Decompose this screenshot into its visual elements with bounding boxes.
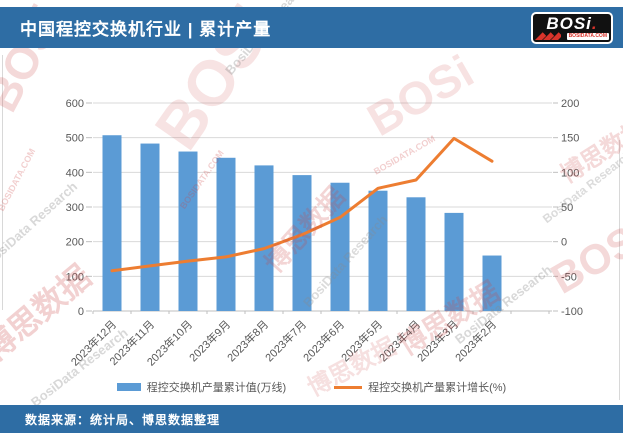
- bar: [102, 135, 122, 311]
- legend-item-bars: 程控交换机产量累计值(万线): [116, 379, 287, 395]
- data-source: 数据来源：统计局、博思数据整理: [25, 412, 221, 427]
- chart-legend: 程控交换机产量累计值(万线) 程控交换机产量累计增长(%): [0, 377, 623, 397]
- left-axis-tick-label: 600: [66, 98, 84, 110]
- bar-series-label: 程控交换机产量累计值(万线): [146, 382, 287, 394]
- bar: [330, 182, 350, 311]
- right-axis-tick-label: -50: [561, 271, 577, 283]
- bar: [406, 197, 426, 311]
- left-axis-tick-label: 300: [66, 202, 84, 214]
- logo-stripes-icon: [535, 31, 561, 40]
- right-axis-tick-label: 50: [561, 202, 573, 214]
- bar: [292, 175, 312, 311]
- header-band: 中国程控交换机行业 | 累计产量 BOSi. BOSIDATA.COM: [0, 7, 623, 48]
- bosi-logo: BOSi. BOSIDATA.COM: [531, 11, 613, 44]
- left-axis-tick-label: 500: [66, 133, 84, 145]
- right-axis-tick-label: 0: [561, 237, 567, 249]
- x-axis-category-label: 2023年2月: [452, 317, 499, 364]
- line-series-label: 程控交换机产量累计增长(%): [368, 382, 507, 394]
- right-axis-tick-label: 200: [561, 98, 579, 110]
- legend-item-line: 程控交换机产量累计增长(%): [334, 379, 506, 395]
- left-edge-line: [2, 55, 3, 310]
- right-axis-tick-label: 100: [561, 167, 579, 179]
- left-axis-tick-label: 400: [66, 167, 84, 179]
- growth-line: [110, 136, 494, 273]
- left-axis-tick-label: 200: [66, 237, 84, 249]
- line-series-swatch: [334, 385, 363, 389]
- bosi-logo-text: BOSi.: [546, 13, 598, 33]
- footer-band: 数据来源：统计局、博思数据整理: [0, 405, 623, 433]
- right-axis-tick-label: 150: [561, 133, 579, 145]
- bosi-logo-domain: BOSIDATA.COM: [566, 32, 609, 40]
- page-title: 中国程控交换机行业 | 累计产量: [20, 20, 272, 39]
- bar: [178, 151, 198, 311]
- left-axis-tick-label: 100: [66, 271, 84, 283]
- left-axis-tick-label: 0: [78, 306, 84, 318]
- bar: [254, 165, 274, 311]
- right-axis-tick-label: -100: [561, 306, 583, 318]
- bar: [482, 255, 502, 311]
- bar: [140, 143, 160, 311]
- bar-series-swatch: [116, 383, 141, 391]
- bar: [444, 212, 464, 311]
- right-edge-line: [619, 140, 620, 400]
- bar: [368, 190, 388, 311]
- bar: [216, 157, 236, 311]
- combo-chart: 0 -100 100 -50 200 0 300 50 400 100 500 150 600 200 20…: [66, 98, 583, 369]
